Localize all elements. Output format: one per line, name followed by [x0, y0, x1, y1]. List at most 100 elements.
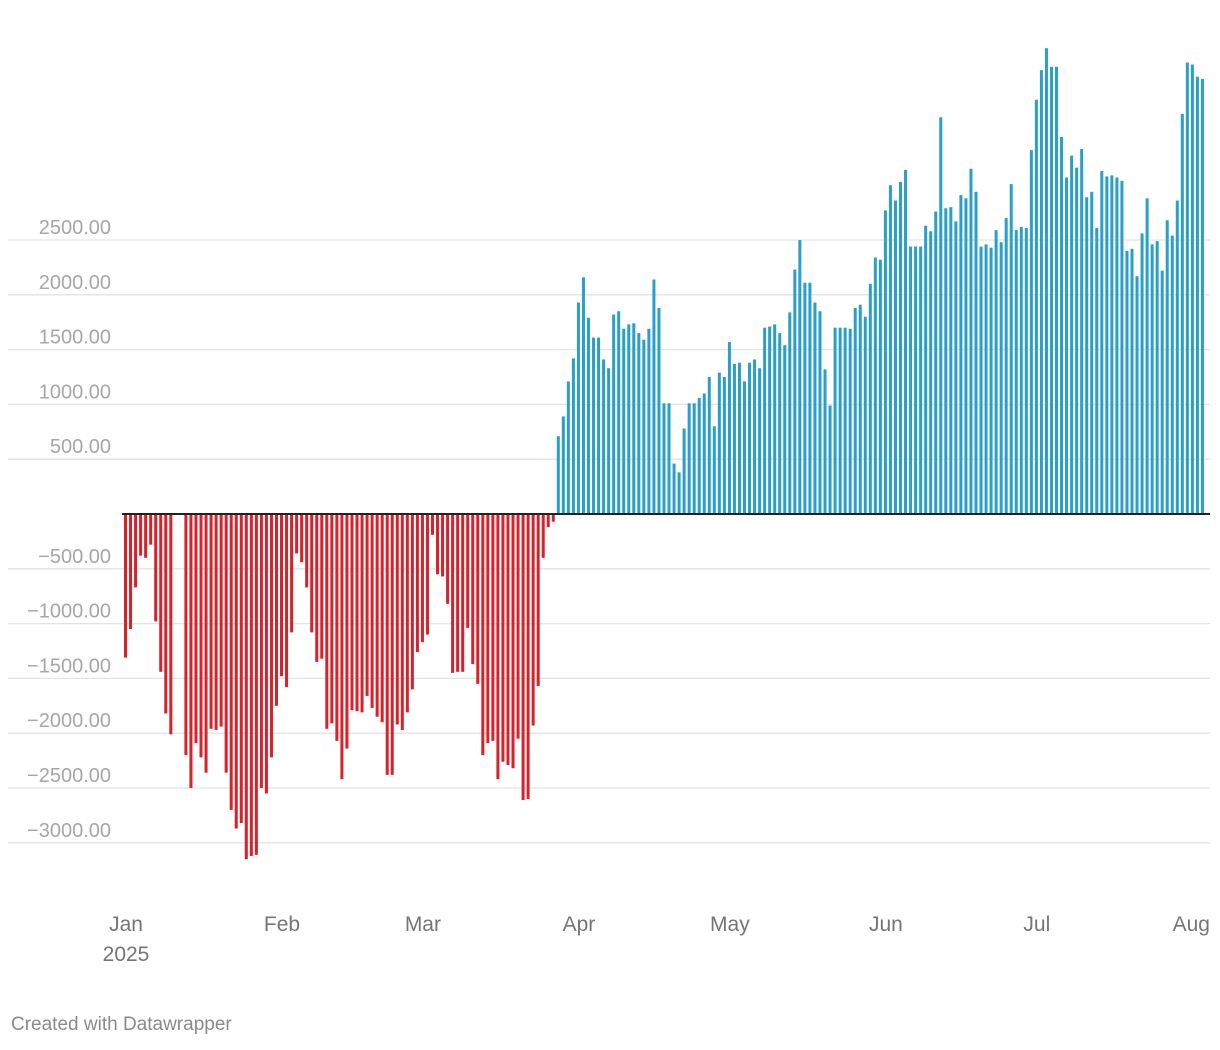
bar-positive	[788, 312, 792, 514]
bar-negative	[506, 514, 510, 765]
bar-negative	[466, 514, 470, 628]
bar-positive	[672, 463, 676, 514]
bar-positive	[647, 328, 651, 514]
bar-negative	[164, 514, 168, 714]
y-tick-label: 2500.00	[39, 217, 111, 239]
bar-negative	[516, 514, 520, 739]
bar-negative	[204, 514, 208, 773]
bar-negative	[481, 514, 485, 756]
bar-positive	[964, 198, 968, 514]
bar-positive	[818, 311, 822, 514]
bar-positive	[753, 359, 757, 514]
bar-positive	[737, 362, 741, 514]
bar-negative	[340, 514, 344, 780]
bar-negative	[400, 514, 404, 730]
bar-positive	[571, 358, 575, 514]
bar-negative	[209, 514, 213, 729]
bar-positive	[677, 472, 681, 514]
bar-positive	[858, 304, 862, 514]
x-axis-tick-labels: Jan 2025 Feb Mar Apr May Jun Jul Aug	[103, 913, 1210, 966]
bar-negative	[405, 514, 409, 713]
bar-negative	[471, 514, 475, 665]
bar-negative	[330, 514, 334, 724]
bar-positive	[561, 416, 565, 514]
bar-positive	[1115, 177, 1119, 514]
bar-positive	[586, 317, 591, 514]
bar-positive	[868, 283, 872, 514]
bar-negative	[461, 514, 465, 672]
bar-negative	[144, 514, 148, 558]
bar-positive	[989, 247, 993, 515]
bar-negative	[154, 514, 158, 622]
bar-negative	[375, 514, 379, 717]
bar-positive	[748, 362, 752, 514]
bar-positive	[692, 403, 696, 514]
bar-positive	[1009, 184, 1013, 514]
bar-positive	[1195, 76, 1199, 514]
bar-positive	[1140, 233, 1144, 515]
bar-positive	[883, 210, 887, 514]
bar-negative	[410, 514, 414, 690]
bar-negative	[199, 514, 203, 758]
bar-positive	[1130, 248, 1134, 514]
bar-positive	[959, 195, 963, 514]
bar-negative	[526, 514, 530, 799]
bar-negative	[254, 514, 258, 855]
bar-positive	[1019, 226, 1023, 514]
bar-positive	[904, 169, 908, 515]
bar-positive	[949, 207, 953, 514]
bar-positive	[853, 307, 857, 514]
bar-positive	[697, 397, 701, 514]
bar-positive	[994, 230, 998, 514]
bar-positive	[727, 341, 731, 514]
bar-positive	[1095, 227, 1099, 514]
bar-positive	[556, 436, 560, 514]
y-axis-tick-labels: 2500.00 2000.00 1500.00 1000.00 500.00 −500.0…	[27, 217, 111, 842]
bar-positive	[742, 381, 747, 514]
bar-positive	[803, 282, 807, 514]
bar-negative	[511, 514, 515, 769]
y-tick-label: −2500.00	[27, 765, 111, 787]
bar-positive	[1105, 176, 1109, 514]
bar-negative	[315, 514, 319, 662]
bar-positive	[1049, 66, 1053, 514]
bar-positive	[919, 246, 923, 514]
bar-positive	[1145, 198, 1149, 514]
bar-negative	[149, 514, 153, 545]
bar-negative	[280, 514, 284, 677]
bar-positive	[763, 327, 767, 514]
bar-positive	[1120, 180, 1124, 514]
bar-positive	[1090, 191, 1094, 514]
bar-negative	[335, 514, 339, 741]
bar-positive	[607, 368, 611, 514]
bar-positive	[597, 337, 601, 514]
bar-negative	[249, 514, 253, 856]
bar-negative	[194, 514, 198, 744]
gridlines	[8, 239, 1210, 844]
bar-positive	[1200, 78, 1204, 514]
bar-positive	[969, 168, 973, 514]
bar-positive	[637, 333, 641, 514]
bar-positive	[1029, 150, 1033, 514]
bar-positive	[899, 181, 903, 514]
bar-positive	[707, 377, 711, 514]
bar-negative	[219, 514, 223, 727]
bar-negative	[295, 514, 299, 554]
bar-positive	[612, 314, 616, 514]
bar-negative	[446, 514, 450, 604]
bar-positive	[909, 246, 913, 514]
bar-positive	[984, 244, 988, 514]
bar-negative	[300, 514, 304, 563]
bar-negative	[214, 514, 218, 730]
x-tick-label: Jun	[869, 913, 903, 936]
bar-negative	[239, 514, 243, 824]
bar-negative	[285, 514, 289, 688]
bar-negative	[345, 514, 349, 749]
bar-negative	[456, 514, 460, 672]
bar-positive	[642, 339, 646, 514]
bar-positive	[768, 326, 772, 514]
bar-negative	[436, 514, 440, 575]
bar-negative	[234, 514, 238, 829]
bar-positive	[1135, 276, 1139, 514]
